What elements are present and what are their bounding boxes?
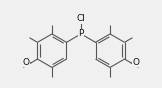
Text: P: P	[78, 29, 84, 38]
Text: O: O	[132, 58, 139, 67]
Text: Cl: Cl	[77, 14, 85, 23]
Text: O: O	[23, 58, 30, 67]
